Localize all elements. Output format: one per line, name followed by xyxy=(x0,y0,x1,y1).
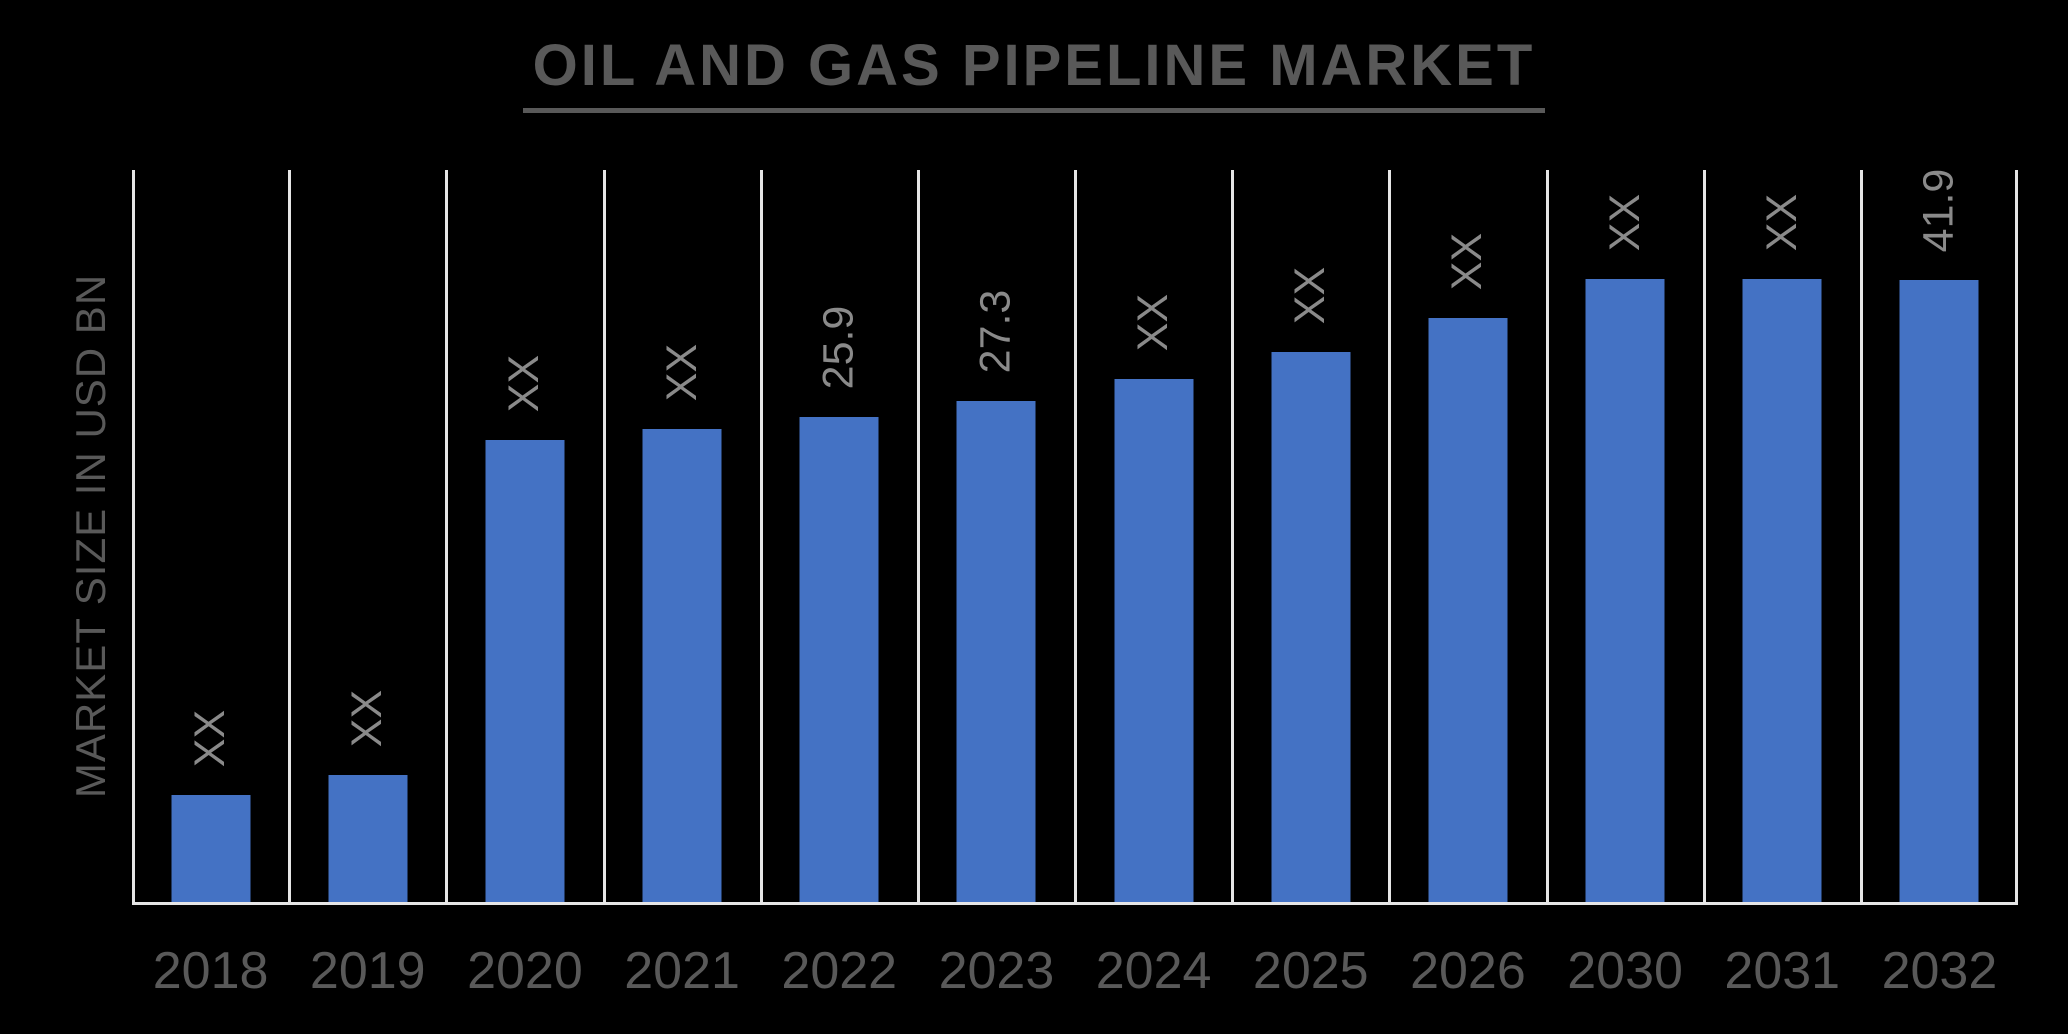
x-axis-label-2030: 2030 xyxy=(1567,942,1683,1000)
y-axis-title: MARKET SIZE IN USD BN xyxy=(67,273,114,799)
bar-value-label-2021: XX xyxy=(657,343,706,402)
bar-value-label-2022: 25.9 xyxy=(814,305,863,389)
category-gridline xyxy=(1860,170,1863,902)
bar-2020 xyxy=(485,440,565,902)
chart-title: OIL AND GAS PIPELINE MARKET xyxy=(522,32,1546,113)
bar-cell-2024: XX xyxy=(1075,170,1232,902)
bar-cell-2019: XX xyxy=(289,170,446,902)
bar-value-label-2024: XX xyxy=(1129,293,1178,352)
category-gridline xyxy=(1546,170,1549,902)
x-axis-label-2020: 2020 xyxy=(467,942,583,1000)
bar-2032 xyxy=(1899,280,1979,902)
category-gridline xyxy=(1074,170,1077,902)
bar-value-label-2032: 41.9 xyxy=(1914,168,1963,252)
bar-value-label-2020: XX xyxy=(500,354,549,413)
bar-cell-2025: XX xyxy=(1232,170,1389,902)
bar-cell-2021: XX xyxy=(604,170,761,902)
x-axis: 2018 2019 2020 2021 2022 2023 2024 2025 2026 2030… xyxy=(132,936,2018,1006)
bar-2021 xyxy=(642,429,722,902)
x-axis-label-2025: 2025 xyxy=(1252,942,1369,1000)
plot-area: XX XX XX XX 25.9 27.3 XX XX XX XX XX 41.9 xyxy=(132,168,2018,905)
category-gridline xyxy=(1388,170,1391,902)
x-axis-label-2026: 2026 xyxy=(1410,942,1526,1000)
bar-2026 xyxy=(1428,318,1508,902)
x-axis-label-2023: 2023 xyxy=(938,942,1055,1000)
bar-cell-2026: XX xyxy=(1389,170,1546,902)
bar-2031 xyxy=(1742,279,1822,902)
category-gridline xyxy=(603,170,606,902)
category-gridline xyxy=(445,170,448,902)
bar-value-label-2019: XX xyxy=(343,689,392,748)
bar-2023 xyxy=(956,401,1036,902)
bar-cell-2030: XX xyxy=(1547,170,1704,902)
bar-2030 xyxy=(1585,279,1665,902)
y-axis-line xyxy=(132,170,135,902)
bar-value-label-2023: 27.3 xyxy=(971,289,1020,373)
x-axis-label-2021: 2021 xyxy=(624,942,740,1000)
chart-title-wrap: OIL AND GAS PIPELINE MARKET xyxy=(0,32,2068,113)
x-axis-label-2022: 2022 xyxy=(781,942,898,1000)
x-axis-label-2024: 2024 xyxy=(1095,942,1212,1000)
bar-2018 xyxy=(171,795,251,902)
bar-cell-2032: 41.9 xyxy=(1861,168,2018,902)
bar-2019 xyxy=(328,775,408,902)
x-axis-label-2018: 2018 xyxy=(152,942,269,1000)
bar-value-label-2031: XX xyxy=(1757,193,1806,252)
bar-cell-2031: XX xyxy=(1704,170,1861,902)
bar-cell-2022: 25.9 xyxy=(761,170,918,902)
category-gridline xyxy=(1231,170,1234,902)
bar-value-label-2018: XX xyxy=(186,709,235,768)
bar-value-label-2026: XX xyxy=(1443,232,1492,291)
x-axis-label-2032: 2032 xyxy=(1881,942,1998,1000)
bar-cell-2020: XX xyxy=(446,170,603,902)
x-axis-label-2019: 2019 xyxy=(309,942,426,1000)
category-gridline xyxy=(917,170,920,902)
bar-2024 xyxy=(1114,379,1194,902)
bar-2025 xyxy=(1271,352,1351,902)
category-gridline xyxy=(760,170,763,902)
bar-cell-2023: 27.3 xyxy=(918,170,1075,902)
category-gridline xyxy=(2015,170,2018,902)
x-axis-label-2031: 2031 xyxy=(1724,942,1841,1000)
bar-2022 xyxy=(799,417,879,902)
bar-value-label-2025: XX xyxy=(1286,266,1335,325)
category-gridline xyxy=(288,170,291,902)
bar-value-label-2030: XX xyxy=(1600,193,1649,252)
category-gridline xyxy=(1703,170,1706,902)
bar-cell-2018: XX xyxy=(132,170,289,902)
